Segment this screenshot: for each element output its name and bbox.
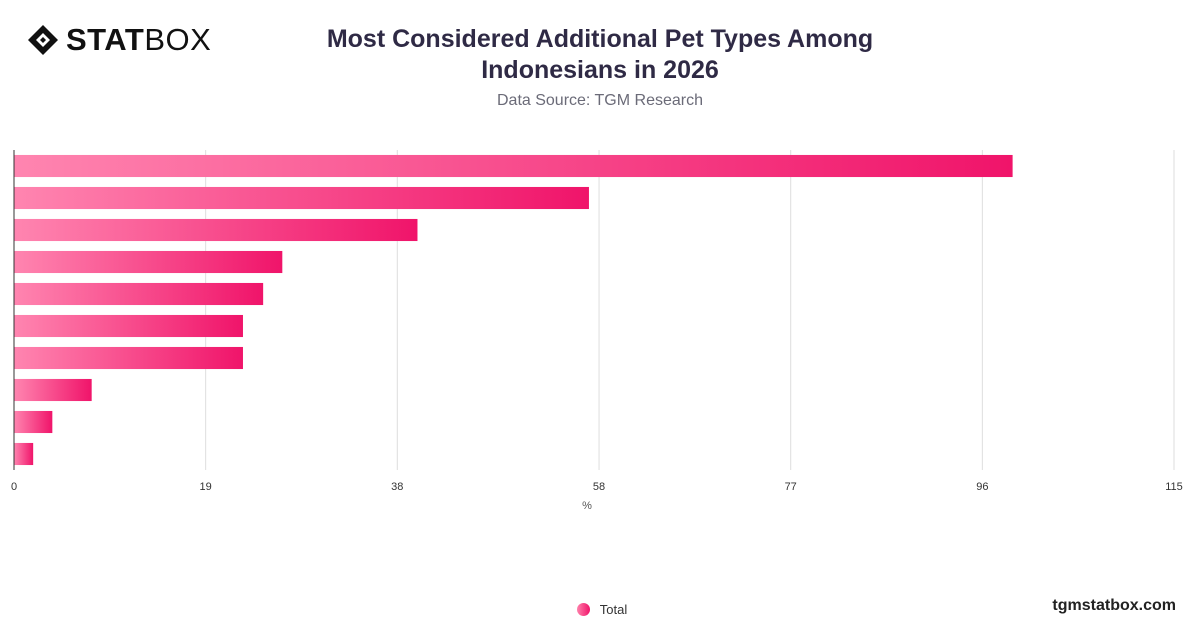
x-tick-label: 0 [11, 481, 17, 493]
x-tick-label: 77 [785, 481, 797, 493]
bar[interactable] [14, 218, 418, 242]
x-axis-label: % [582, 500, 592, 512]
statbox-logo: STATBOX [26, 22, 211, 58]
legend[interactable]: Total [0, 602, 1200, 617]
x-tick-label: 115 [1165, 481, 1183, 493]
chart-title-line1: Most Considered Additional Pet Types Amo… [326, 25, 874, 53]
x-tick-label: 96 [976, 481, 988, 493]
bar[interactable] [14, 346, 243, 370]
bar[interactable] [14, 410, 53, 434]
grid-lines [205, 150, 1175, 470]
legend-marker-icon [576, 603, 590, 616]
bar[interactable] [14, 282, 264, 306]
x-tick-label: 58 [593, 481, 605, 493]
bar-chart: 0 19 38 58 77 96 115 % [11, 150, 1183, 512]
bars [14, 154, 1013, 466]
logo-text-light: BOX [144, 22, 212, 57]
bar[interactable] [14, 378, 92, 402]
website-label: tgmstatbox.com [1052, 597, 1176, 614]
chart-title: Most Considered Additional Pet Types Amo… [300, 24, 900, 86]
logo-text-bold: STAT [66, 22, 145, 57]
legend-label: Total [599, 602, 628, 617]
chart-subtitle: Data Source: TGM Research [496, 92, 703, 109]
logo-text: STATBOX [66, 22, 211, 58]
diamond-logo-icon [28, 25, 58, 55]
bar[interactable] [14, 314, 243, 338]
x-axis-ticks: 0 19 38 58 77 96 115 [11, 481, 1183, 493]
chart-title-line2: Indonesians in 2026 [481, 56, 719, 84]
bar[interactable] [14, 250, 283, 274]
x-tick-label: 38 [391, 481, 403, 493]
bar[interactable] [14, 442, 34, 466]
bar[interactable] [14, 186, 589, 210]
x-tick-label: 19 [200, 481, 212, 493]
bar[interactable] [14, 154, 1013, 178]
